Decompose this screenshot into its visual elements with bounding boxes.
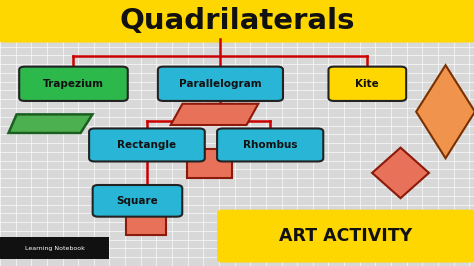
Polygon shape xyxy=(171,104,258,125)
FancyBboxPatch shape xyxy=(126,211,166,235)
FancyBboxPatch shape xyxy=(19,66,128,101)
Text: ART ACTIVITY: ART ACTIVITY xyxy=(280,227,412,245)
Text: Kite: Kite xyxy=(356,79,379,89)
FancyBboxPatch shape xyxy=(328,66,406,101)
FancyBboxPatch shape xyxy=(0,237,109,259)
Text: Parallelogram: Parallelogram xyxy=(179,79,262,89)
FancyBboxPatch shape xyxy=(92,185,182,217)
FancyBboxPatch shape xyxy=(0,0,474,43)
FancyBboxPatch shape xyxy=(89,128,205,161)
Polygon shape xyxy=(9,114,92,133)
Polygon shape xyxy=(416,65,474,158)
FancyBboxPatch shape xyxy=(217,128,323,161)
Text: Rectangle: Rectangle xyxy=(118,140,176,150)
Text: Trapezium: Trapezium xyxy=(43,79,104,89)
FancyBboxPatch shape xyxy=(187,149,232,178)
Text: Rhombus: Rhombus xyxy=(243,140,297,150)
FancyBboxPatch shape xyxy=(217,210,474,263)
Text: Quadrilaterals: Quadrilaterals xyxy=(119,7,355,35)
FancyBboxPatch shape xyxy=(158,66,283,101)
Polygon shape xyxy=(372,148,429,198)
Text: Learning Notebook: Learning Notebook xyxy=(25,246,84,251)
Text: Square: Square xyxy=(117,196,158,206)
